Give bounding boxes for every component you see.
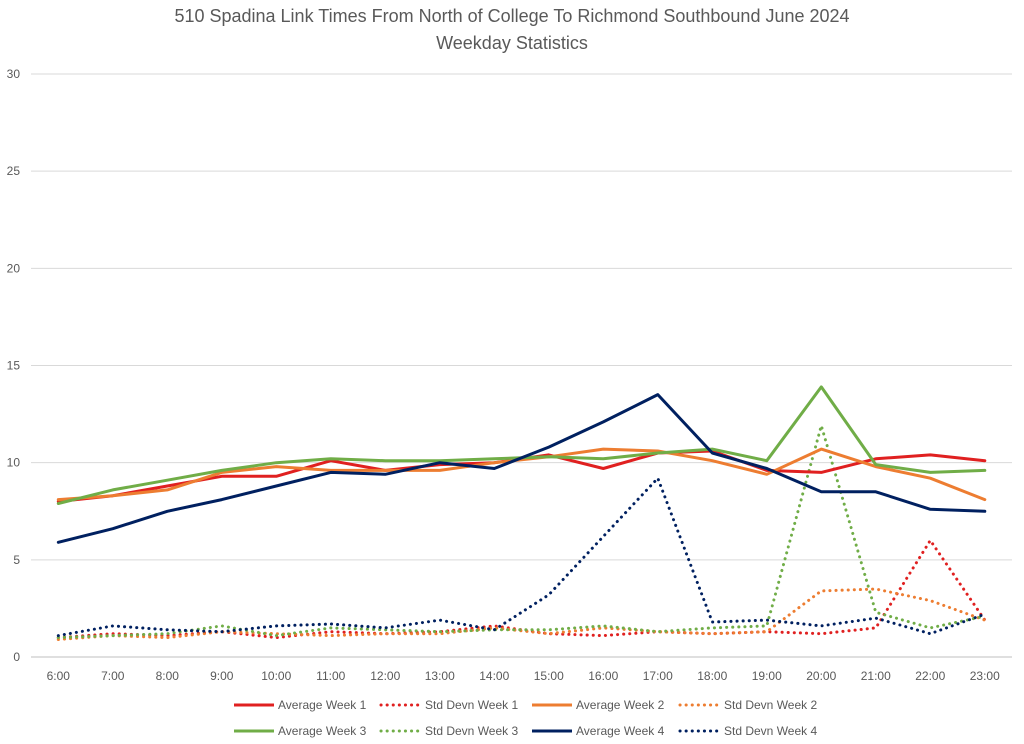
legend-label: Std Devn Week 4 [724,724,817,738]
legend-label: Average Week 2 [576,698,665,712]
legend-label: Average Week 4 [576,724,665,738]
x-tick-label: 16:00 [588,669,618,683]
series-line-8 [56,476,987,638]
x-tick-label: 13:00 [425,669,455,683]
series-line-7 [56,393,987,544]
x-tick-label: 8:00 [156,669,180,683]
legend-label: Average Week 3 [278,724,367,738]
y-tick-label: 30 [7,67,21,81]
x-tick-label: 12:00 [370,669,400,683]
x-tick-label: 6:00 [47,669,71,683]
y-tick-label: 5 [13,553,20,567]
x-tick-label: 18:00 [697,669,727,683]
legend-label: Std Devn Week 1 [425,698,518,712]
x-tick-label: 22:00 [915,669,945,683]
legend-label: Average Week 1 [278,698,367,712]
x-tick-label: 10:00 [261,669,291,683]
series-line-4 [56,587,987,641]
x-tick-label: 17:00 [643,669,673,683]
legend-label: Std Devn Week 3 [425,724,518,738]
y-tick-label: 15 [7,359,21,373]
x-tick-label: 20:00 [806,669,836,683]
series-line-6 [56,424,987,640]
chart-title: 510 Spadina Link Times From North of Col… [174,6,850,26]
x-tick-label: 9:00 [210,669,234,683]
series-line-5 [56,385,987,505]
x-tick-label: 7:00 [101,669,125,683]
y-tick-label: 25 [7,164,21,178]
x-tick-label: 14:00 [479,669,509,683]
legend-label: Std Devn Week 2 [724,698,817,712]
x-tick-label: 21:00 [861,669,891,683]
y-tick-label: 0 [13,650,20,664]
x-tick-label: 15:00 [534,669,564,683]
y-tick-label: 20 [7,261,21,275]
chart-subtitle: Weekday Statistics [436,33,588,53]
x-tick-label: 19:00 [752,669,782,683]
series-line-3 [56,447,987,502]
x-tick-label: 23:00 [970,669,1000,683]
y-tick-label: 10 [7,456,21,470]
x-tick-label: 11:00 [316,669,345,683]
